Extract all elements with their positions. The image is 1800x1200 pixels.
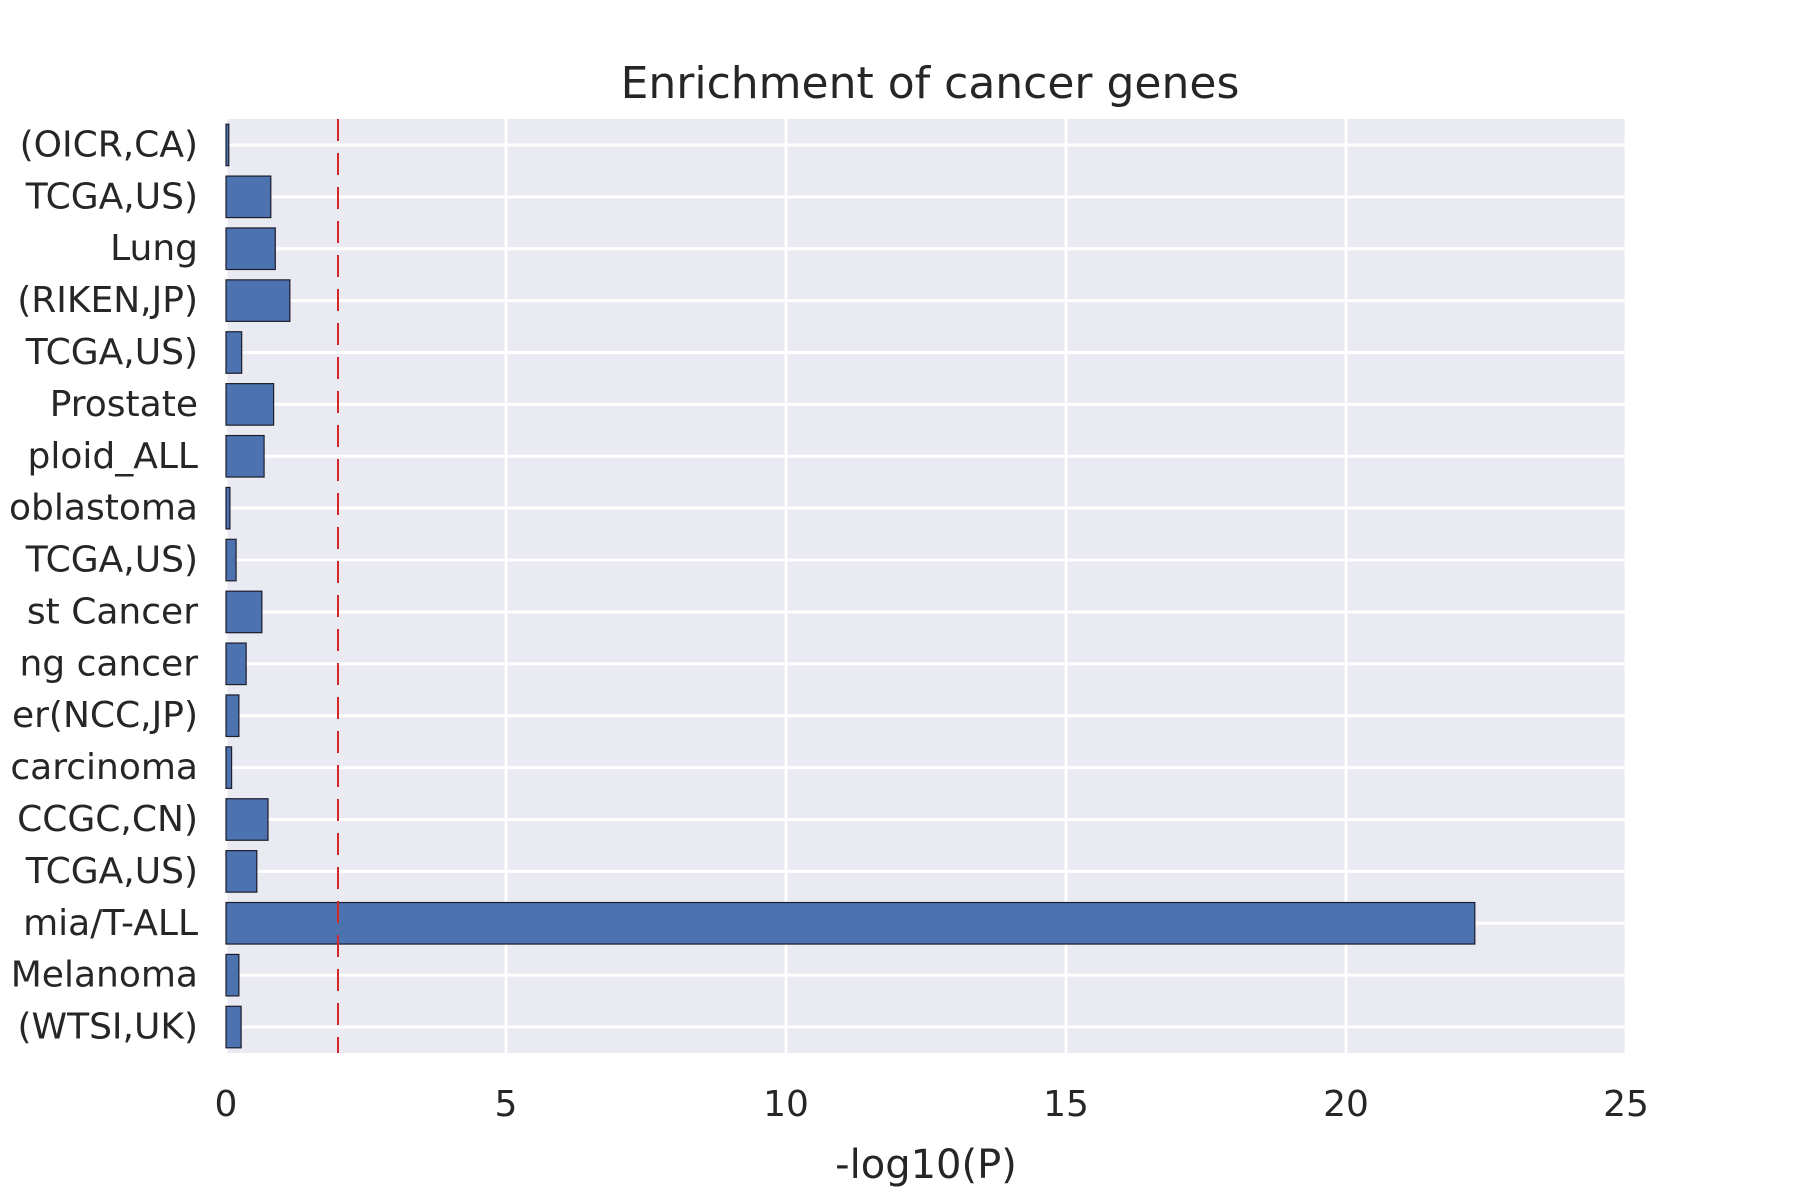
y-tick-label-5: Prostate xyxy=(50,384,198,425)
x-tick-label-1: 5 xyxy=(495,1084,518,1125)
bar-9 xyxy=(225,590,263,634)
x-tick-label-0: 0 xyxy=(215,1084,238,1125)
bar-15 xyxy=(225,901,1476,945)
y-tick-labels: (OICR,CA) TCGA,US) Lung (RIKEN,JP) TCGA,US) P… xyxy=(9,124,198,1047)
bar-0 xyxy=(225,123,230,167)
y-tick-label-12: carcinoma xyxy=(10,747,198,788)
bar-5 xyxy=(225,383,275,426)
bar-3 xyxy=(225,279,291,322)
bar-4 xyxy=(225,331,243,374)
bars xyxy=(225,123,1476,1049)
y-tick-label-7: oblastoma xyxy=(9,488,198,529)
x-tick-label-5: 25 xyxy=(1603,1084,1649,1125)
bar-6 xyxy=(225,434,265,478)
y-tick-label-11: er(NCC,JP) xyxy=(12,695,198,736)
bar-1 xyxy=(225,175,272,219)
y-tick-label-8: TCGA,US) xyxy=(25,540,198,581)
bar-12 xyxy=(225,746,233,789)
bar-2 xyxy=(225,227,276,271)
plot-area xyxy=(226,119,1626,1053)
y-tick-label-9: st Cancer xyxy=(27,591,198,632)
bar-7 xyxy=(225,486,231,530)
x-tick-labels: 0 5 10 15 20 25 xyxy=(215,1084,1649,1125)
y-tick-label-15: mia/T-ALL xyxy=(23,903,198,944)
x-axis-label: -log10(P) xyxy=(835,1142,1017,1188)
bar-11 xyxy=(225,694,240,738)
chart-title: Enrichment of cancer genes xyxy=(621,58,1240,109)
y-tick-label-14: TCGA,US) xyxy=(25,851,198,892)
y-tick-label-3: (RIKEN,JP) xyxy=(17,280,198,321)
bar-10 xyxy=(225,642,247,686)
y-tick-label-2: Lung xyxy=(110,228,198,269)
y-tick-label-1: TCGA,US) xyxy=(25,176,198,217)
bar-8 xyxy=(225,538,237,582)
bar-17 xyxy=(225,1005,242,1049)
y-tick-label-13: CCGC,CN) xyxy=(17,799,198,840)
bar-14 xyxy=(225,850,258,893)
y-tick-label-4: TCGA,US) xyxy=(25,332,198,373)
y-tick-label-16: Melanoma xyxy=(11,955,198,996)
y-tick-label-17: (WTSI,UK) xyxy=(17,1007,198,1048)
y-tick-label-0: (OICR,CA) xyxy=(20,124,198,165)
x-tick-label-3: 15 xyxy=(1043,1084,1089,1125)
y-tick-label-6: ploid_ALL xyxy=(28,436,198,477)
x-tick-label-4: 20 xyxy=(1323,1084,1369,1125)
y-tick-label-10: ng cancer xyxy=(19,643,198,684)
bar-13 xyxy=(225,798,269,841)
bar-16 xyxy=(225,953,240,997)
x-tick-label-2: 10 xyxy=(763,1084,809,1125)
